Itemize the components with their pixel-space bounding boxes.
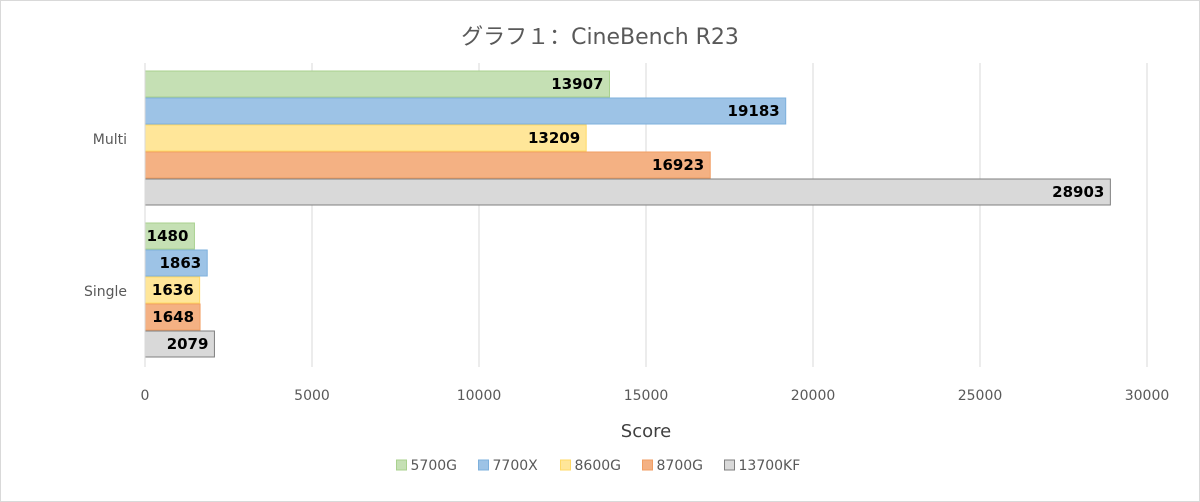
data-label: 1648 — [152, 308, 194, 326]
legend-swatch — [396, 459, 407, 471]
x-tick-label: 0 — [141, 388, 150, 404]
y-category-label: Single — [84, 284, 127, 300]
data-label: 19183 — [728, 102, 780, 120]
bar-8600g-multi — [144, 124, 587, 152]
data-label: 2079 — [167, 335, 209, 353]
x-axis-title: Score — [621, 421, 671, 442]
legend-label: 13700KF — [739, 458, 801, 474]
bars: 13907 19183 13209 16923 28903 1480 1863 1636 164… — [144, 70, 1111, 358]
legend-item-8700g: 8700G — [642, 458, 703, 474]
bar-7700x-single — [144, 249, 208, 277]
x-tick-label: 15000 — [624, 388, 669, 404]
bar-8700g-multi — [144, 151, 711, 179]
x-tick-label: 30000 — [1125, 388, 1170, 404]
legend-label: 8700G — [657, 458, 703, 474]
bar-13700kf-single — [144, 330, 215, 358]
data-label: 1636 — [152, 281, 194, 299]
legend-label: 8600G — [575, 458, 621, 474]
bar-5700g-multi — [144, 70, 610, 98]
legend-item-8600g: 8600G — [560, 458, 621, 474]
legend-swatch — [478, 459, 489, 471]
legend-item-5700g: 5700G — [396, 458, 457, 474]
legend-swatch — [560, 459, 571, 471]
x-tick-label: 5000 — [294, 388, 330, 404]
x-tick-label: 25000 — [958, 388, 1003, 404]
legend: 5700G 7700X 8600G 8700G 13700KF — [396, 458, 801, 474]
legend-item-13700kf: 13700KF — [724, 458, 801, 474]
data-label: 13907 — [551, 75, 603, 93]
x-tick-label: 20000 — [791, 388, 836, 404]
data-label: 16923 — [652, 156, 704, 174]
bar-7700x-multi — [144, 97, 787, 125]
bar-13700kf-multi — [144, 178, 1111, 206]
legend-item-7700x: 7700X — [478, 458, 539, 474]
data-label: 1480 — [147, 227, 189, 245]
axes: 0 5000 10000 15000 20000 25000 30000 Multi Singl… — [84, 63, 1169, 404]
legend-label: 7700X — [493, 458, 539, 474]
legend-swatch — [642, 459, 653, 471]
bar-5700g-single — [144, 222, 195, 250]
data-label: 13209 — [528, 129, 580, 147]
legend-swatch — [724, 459, 735, 471]
data-label: 28903 — [1052, 183, 1104, 201]
x-tick-label: 10000 — [457, 388, 502, 404]
y-category-label: Multi — [93, 132, 127, 148]
chart-title: グラフ１：CineBench R23 — [461, 25, 739, 50]
legend-label: 5700G — [411, 458, 457, 474]
data-label: 1863 — [159, 254, 201, 272]
bar-8700g-single — [144, 303, 201, 331]
